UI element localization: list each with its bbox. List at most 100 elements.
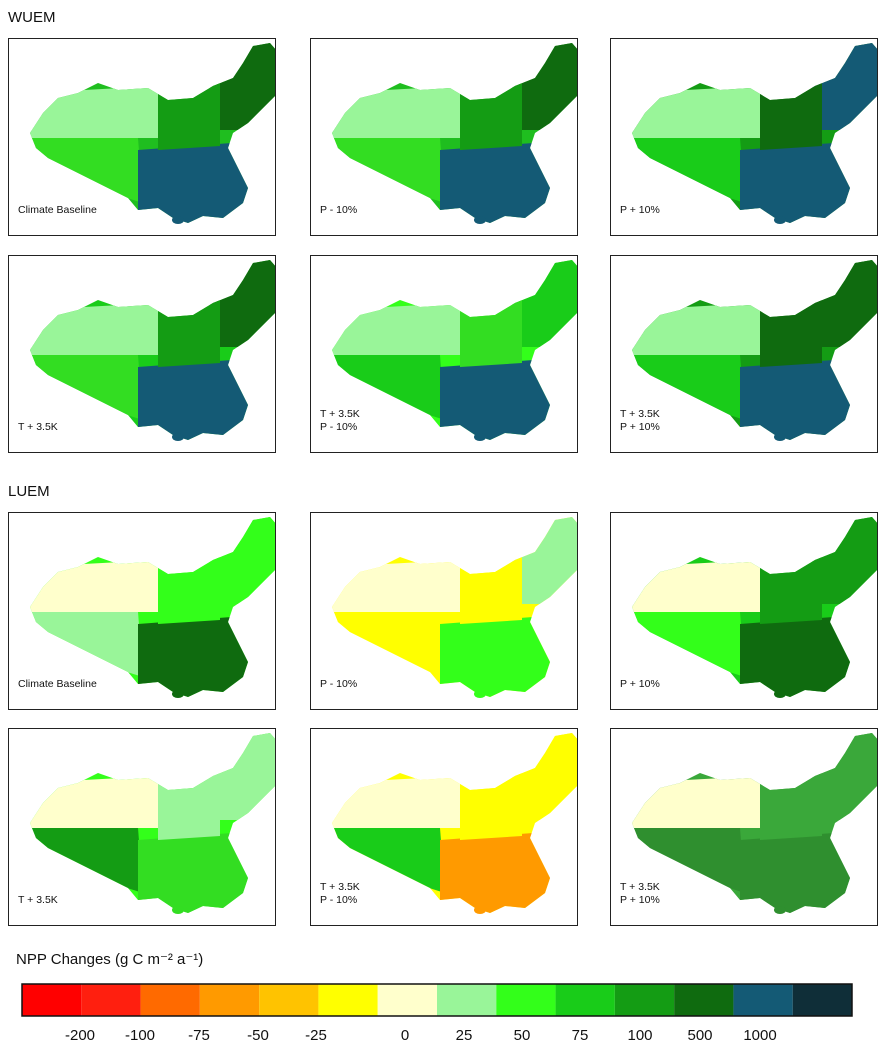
panel-label: P - 10% <box>320 421 357 433</box>
map-region <box>460 295 522 367</box>
colorbar-tick-label: 1000 <box>743 1027 776 1044</box>
colorbar-tick-label: 100 <box>627 1027 652 1044</box>
island <box>172 216 184 224</box>
island <box>774 690 786 698</box>
map-region <box>740 612 880 712</box>
map-region <box>158 552 220 624</box>
colorbar-cell <box>733 984 792 1016</box>
map-region <box>760 768 822 840</box>
colorbar-cell <box>200 984 259 1016</box>
map-region <box>330 612 445 677</box>
colorbar-cell <box>259 984 318 1016</box>
map-region <box>760 295 822 367</box>
island <box>474 906 486 914</box>
map-panel: T + 3.5KP - 10% <box>310 255 600 455</box>
map-region <box>28 828 143 893</box>
island <box>774 906 786 914</box>
map-region <box>28 776 158 828</box>
map-region <box>158 295 220 367</box>
colorbar-cell <box>674 984 733 1016</box>
map-region <box>630 86 760 138</box>
colorbar-cell <box>318 984 377 1016</box>
panel-label: Climate Baseline <box>18 678 97 690</box>
map-region <box>138 355 298 455</box>
island <box>172 690 184 698</box>
map-region <box>440 138 600 238</box>
panel-label: P + 10% <box>620 204 660 216</box>
colorbar-tick-label: 0 <box>401 1027 409 1044</box>
colorbar-tick-label: 25 <box>456 1027 473 1044</box>
map-panel: Climate Baseline <box>8 512 298 712</box>
map-region <box>440 828 600 928</box>
map-panel: P + 10% <box>610 38 880 238</box>
panel-label: P + 10% <box>620 894 660 906</box>
map-panel: Climate Baseline <box>8 38 298 238</box>
map-region <box>330 86 460 138</box>
colorbar-tick-label: -100 <box>125 1027 155 1044</box>
panel-label: P + 10% <box>620 421 660 433</box>
map-region <box>330 776 460 828</box>
colorbar-tick-label: -200 <box>65 1027 95 1044</box>
island <box>474 433 486 441</box>
map-region <box>330 560 460 612</box>
map-region <box>740 828 880 928</box>
map-region <box>740 355 880 455</box>
island <box>172 433 184 441</box>
figure: WUEM LUEM NPP Changes (g C m⁻² a⁻¹) Clim… <box>0 0 880 1046</box>
colorbar-cell <box>378 984 437 1016</box>
map-region <box>760 552 822 624</box>
panel-label: T + 3.5K <box>620 408 660 420</box>
panel-label: P - 10% <box>320 204 357 216</box>
map-panel: T + 3.5K <box>8 728 298 928</box>
island <box>474 216 486 224</box>
map-region <box>138 828 298 928</box>
map-panel: T + 3.5KP + 10% <box>610 255 880 455</box>
map-region <box>330 138 445 203</box>
map-region <box>138 612 298 712</box>
colorbar-tick-label: -50 <box>247 1027 269 1044</box>
panel-label: T + 3.5K <box>620 881 660 893</box>
colorbar-cell <box>793 984 852 1016</box>
island <box>172 906 184 914</box>
panel-label: T + 3.5K <box>18 421 58 433</box>
map-region <box>28 86 158 138</box>
map-region <box>740 138 880 238</box>
panel-label: P - 10% <box>320 678 357 690</box>
map-region <box>630 560 760 612</box>
map-panel: T + 3.5KP - 10% <box>310 728 600 928</box>
map-region <box>440 612 600 712</box>
map-region <box>460 552 522 624</box>
colorbar-cell <box>141 984 200 1016</box>
map-region <box>630 138 745 203</box>
map-region <box>330 303 460 355</box>
island <box>774 216 786 224</box>
panel-label: P + 10% <box>620 678 660 690</box>
section-title: WUEM <box>8 9 56 26</box>
colorbar-tick-label: 75 <box>572 1027 589 1044</box>
map-region <box>760 78 822 150</box>
map-region <box>460 78 522 150</box>
map-panel: P - 10% <box>310 512 600 712</box>
colorbar-cell <box>81 984 140 1016</box>
colorbar-cell <box>437 984 496 1016</box>
map-panel: P + 10% <box>610 512 880 712</box>
panel-label: Climate Baseline <box>18 204 97 216</box>
map-region <box>630 612 745 677</box>
map-region <box>158 768 220 840</box>
map-region <box>630 776 760 828</box>
island <box>474 690 486 698</box>
map-panel: P - 10% <box>310 38 600 238</box>
map-panel: T + 3.5KP + 10% <box>610 728 880 928</box>
map-region <box>630 303 760 355</box>
map-region <box>138 138 298 238</box>
panel-label: T + 3.5K <box>18 894 58 906</box>
map-region <box>28 612 143 677</box>
map-region <box>28 560 158 612</box>
colorbar-cell <box>22 984 81 1016</box>
map-region <box>440 355 600 455</box>
colorbar-title: NPP Changes (g C m⁻² a⁻¹) <box>16 951 203 968</box>
map-region <box>158 78 220 150</box>
map-region <box>460 768 522 840</box>
panel-label: T + 3.5K <box>320 408 360 420</box>
colorbar-tick-label: -75 <box>188 1027 210 1044</box>
